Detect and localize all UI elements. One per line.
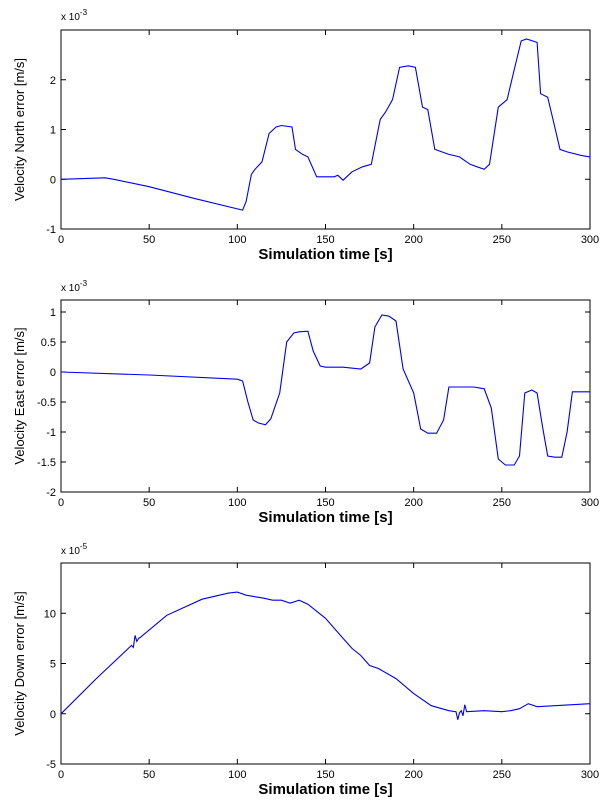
down-x-tick-label: 200 — [404, 769, 422, 781]
north-x-tick-label: 100 — [228, 234, 246, 246]
north-axes-frame — [60, 29, 591, 230]
east-y-tick-label: 0.5 — [41, 337, 56, 349]
north-y-axis-label: Velocity North error [m/s] — [12, 58, 27, 201]
east-x-tick-label: 250 — [493, 497, 511, 509]
down-x-tick-label: 50 — [143, 769, 155, 781]
down-y-tick-label: 0 — [50, 709, 56, 721]
down-error-plot: x 10-5 0 50 100 150 200 250 300-50510Simulatio… — [12, 542, 599, 798]
north-x-tick-label: 250 — [493, 234, 511, 246]
down-x-tick-label: 150 — [316, 769, 334, 781]
north-x-tick-label: 0 — [58, 234, 64, 246]
north-y-tick-label: 1 — [50, 125, 56, 137]
north-y-tick-label: 2 — [50, 75, 56, 87]
down-y-tick-label: 5 — [50, 659, 56, 671]
down-series-line — [61, 591, 590, 720]
north-series-line — [61, 38, 590, 211]
east-y-tick-label: 1 — [50, 307, 56, 319]
east-error-plot: x 10-3 0 50 100 150 200 250 300 -2 -1.5 -1 -0.5 0 0.… — [12, 279, 599, 526]
down-x-tick-label: 0 — [58, 769, 64, 781]
north-x-tick-label: 300 — [581, 234, 599, 246]
east-x-tick-label: 50 — [143, 497, 155, 509]
down-y-axis-label: Velocity Down error [m/s] — [12, 591, 27, 736]
north-exponent-label: x 10-3 — [61, 8, 88, 23]
east-y-tick-label: -1 — [46, 427, 56, 439]
east-x-axis-label: Simulation time [s] — [258, 509, 392, 526]
down-x-tick-label: 100 — [228, 769, 246, 781]
east-x-tick-label: 0 — [58, 497, 64, 509]
east-y-tick-label: -0.5 — [37, 397, 56, 409]
east-x-tick-label: 300 — [581, 497, 599, 509]
down-y-tick-label: -5 — [46, 759, 56, 771]
down-x-tick-label: 300 — [581, 769, 599, 781]
north-x-tick-label: 150 — [316, 234, 334, 246]
down-exponent-label: x 10-5 — [61, 542, 88, 557]
north-y-tick-label: 0 — [50, 174, 56, 186]
east-y-tick-label: -2 — [46, 487, 56, 499]
east-y-tick-label: 0 — [50, 367, 56, 379]
east-y-axis-label: Velocity East error [m/s] — [12, 327, 27, 464]
down-y-tick-label: 10 — [44, 608, 56, 620]
east-x-tick-label: 100 — [228, 497, 246, 509]
north-y-tick-label: -1 — [46, 224, 56, 236]
east-axes-frame — [60, 299, 591, 493]
north-x-axis-label: Simulation time [s] — [258, 246, 392, 263]
east-series-line — [61, 314, 590, 466]
east-exponent-label: x 10-3 — [61, 279, 88, 294]
down-x-axis-label: Simulation time [s] — [258, 781, 392, 798]
east-y-tick-label: -1.5 — [37, 457, 56, 469]
down-axes-frame — [60, 562, 591, 765]
down-x-tick-label: 250 — [493, 769, 511, 781]
north-x-tick-label: 50 — [143, 234, 155, 246]
east-x-tick-label: 150 — [316, 497, 334, 509]
north-error-plot: x 10-3 0 50 100 150 200 250 300-1012Simulation… — [12, 8, 599, 263]
north-x-tick-label: 200 — [404, 234, 422, 246]
east-x-tick-label: 200 — [404, 497, 422, 509]
